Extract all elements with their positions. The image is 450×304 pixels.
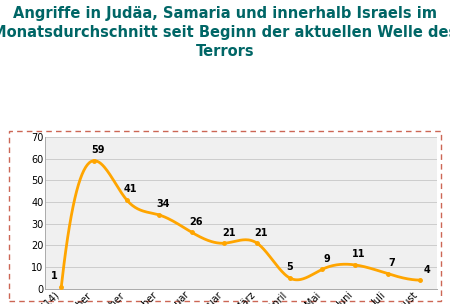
Text: 41: 41: [124, 184, 138, 194]
Text: 34: 34: [157, 199, 170, 209]
Text: 9: 9: [323, 254, 330, 264]
Text: Angriffe in Judäa, Samaria und innerhalb Israels im
Monatsdurchschnitt seit Begi: Angriffe in Judäa, Samaria und innerhalb…: [0, 6, 450, 60]
Text: 21: 21: [222, 228, 235, 238]
Text: 59: 59: [91, 145, 105, 155]
Text: 5: 5: [286, 262, 293, 272]
Text: 26: 26: [189, 217, 203, 227]
Text: 21: 21: [255, 228, 268, 238]
Text: 7: 7: [388, 258, 395, 268]
Text: 4: 4: [424, 264, 431, 275]
Text: 1: 1: [51, 271, 58, 281]
Text: 11: 11: [352, 249, 366, 259]
